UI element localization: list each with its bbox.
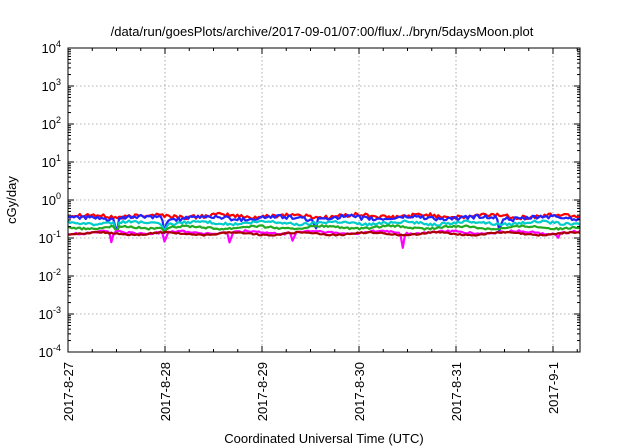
x-tick-label: 2017-8-31 (449, 362, 464, 421)
axes: 10-410-310-210-11001011021031042017-8-27… (39, 39, 580, 421)
series-group (67, 211, 581, 249)
series-line-6 (67, 230, 581, 237)
y-tick-base: 10 (39, 345, 53, 360)
y-tick-exponent: -4 (53, 343, 61, 353)
y-tick-base: 10 (39, 269, 53, 284)
y-axis-label: cGy/day (4, 176, 19, 224)
y-tick-base: 10 (42, 41, 56, 56)
x-tick-label: 2017-9-1 (546, 362, 561, 414)
y-tick-exponent: -1 (53, 229, 61, 239)
chart-title: /data/run/goesPlots/archive/2017-09-01/0… (111, 24, 534, 39)
x-axis-label: Coordinated Universal Time (UTC) (224, 431, 423, 446)
y-tick-label: 103 (42, 77, 61, 94)
y-tick-exponent: 0 (56, 191, 61, 201)
y-tick-exponent: -3 (53, 305, 61, 315)
y-tick-base: 10 (42, 155, 56, 170)
y-tick-label: 10-2 (39, 267, 61, 284)
y-tick-label: 10-1 (39, 229, 61, 246)
y-tick-base: 10 (39, 307, 53, 322)
y-tick-exponent: 1 (56, 153, 61, 163)
y-tick-label: 100 (42, 191, 61, 208)
x-tick-label: 2017-8-28 (158, 362, 173, 421)
y-tick-exponent: 4 (56, 39, 61, 49)
grid (68, 48, 580, 352)
y-tick-exponent: 3 (56, 77, 61, 87)
series-line-4 (67, 224, 580, 234)
y-tick-exponent: -2 (53, 267, 61, 277)
y-tick-base: 10 (42, 79, 56, 94)
x-tick-label: 2017-8-29 (255, 362, 270, 421)
y-tick-label: 10-3 (39, 305, 61, 322)
y-tick-exponent: 2 (56, 115, 61, 125)
x-tick-label: 2017-8-27 (61, 362, 76, 421)
y-tick-label: 102 (42, 115, 61, 132)
y-tick-base: 10 (42, 117, 56, 132)
y-tick-label: 10-4 (39, 343, 61, 360)
series-line-3 (67, 219, 581, 234)
series-line-2 (67, 213, 581, 235)
y-tick-label: 101 (42, 153, 61, 170)
y-tick-base: 10 (42, 193, 56, 208)
y-tick-label: 104 (42, 39, 61, 56)
y-tick-base: 10 (39, 231, 53, 246)
x-tick-label: 2017-8-30 (352, 362, 367, 421)
